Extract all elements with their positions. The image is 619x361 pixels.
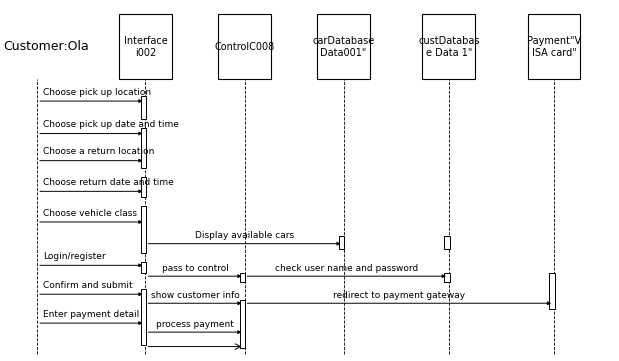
Bar: [240, 273, 245, 282]
Text: Choose pick up date and time: Choose pick up date and time: [43, 120, 180, 129]
Text: Choose vehicle class: Choose vehicle class: [43, 209, 137, 218]
Text: custDatabas
e Data 1": custDatabas e Data 1": [418, 36, 480, 58]
Text: Enter payment detail: Enter payment detail: [43, 310, 139, 319]
Text: Confirm and submit: Confirm and submit: [43, 281, 133, 290]
Bar: [141, 96, 146, 119]
Bar: [141, 177, 146, 197]
Bar: [141, 206, 146, 253]
Bar: [119, 14, 171, 79]
Text: Customer:Ola: Customer:Ola: [3, 40, 89, 53]
Text: Choose return date and time: Choose return date and time: [43, 178, 174, 187]
Bar: [141, 128, 146, 168]
Text: Choose a return location: Choose a return location: [43, 147, 155, 156]
Text: pass to control: pass to control: [162, 264, 228, 273]
Text: Interface
i002: Interface i002: [124, 36, 167, 58]
Text: Choose pick up location: Choose pick up location: [43, 88, 152, 97]
Bar: [444, 273, 449, 282]
Bar: [527, 14, 581, 79]
Text: Login/register: Login/register: [43, 252, 106, 261]
Text: show customer info: show customer info: [150, 291, 240, 300]
Bar: [219, 14, 271, 79]
Text: carDatabase
Data001": carDatabase Data001": [313, 36, 374, 58]
Text: Display available cars: Display available cars: [195, 231, 294, 240]
Text: redirect to payment gateway: redirect to payment gateway: [333, 291, 465, 300]
Text: process payment: process payment: [156, 319, 234, 329]
Bar: [141, 289, 146, 345]
Bar: [444, 236, 449, 249]
Text: ControlC008: ControlC008: [214, 42, 275, 52]
Bar: [318, 14, 370, 79]
Text: Payment"V
ISA card": Payment"V ISA card": [527, 36, 581, 58]
Bar: [141, 262, 146, 273]
Bar: [550, 273, 555, 309]
Bar: [240, 300, 245, 348]
Text: check user name and password: check user name and password: [275, 264, 418, 273]
Bar: [422, 14, 475, 79]
Bar: [339, 236, 345, 249]
